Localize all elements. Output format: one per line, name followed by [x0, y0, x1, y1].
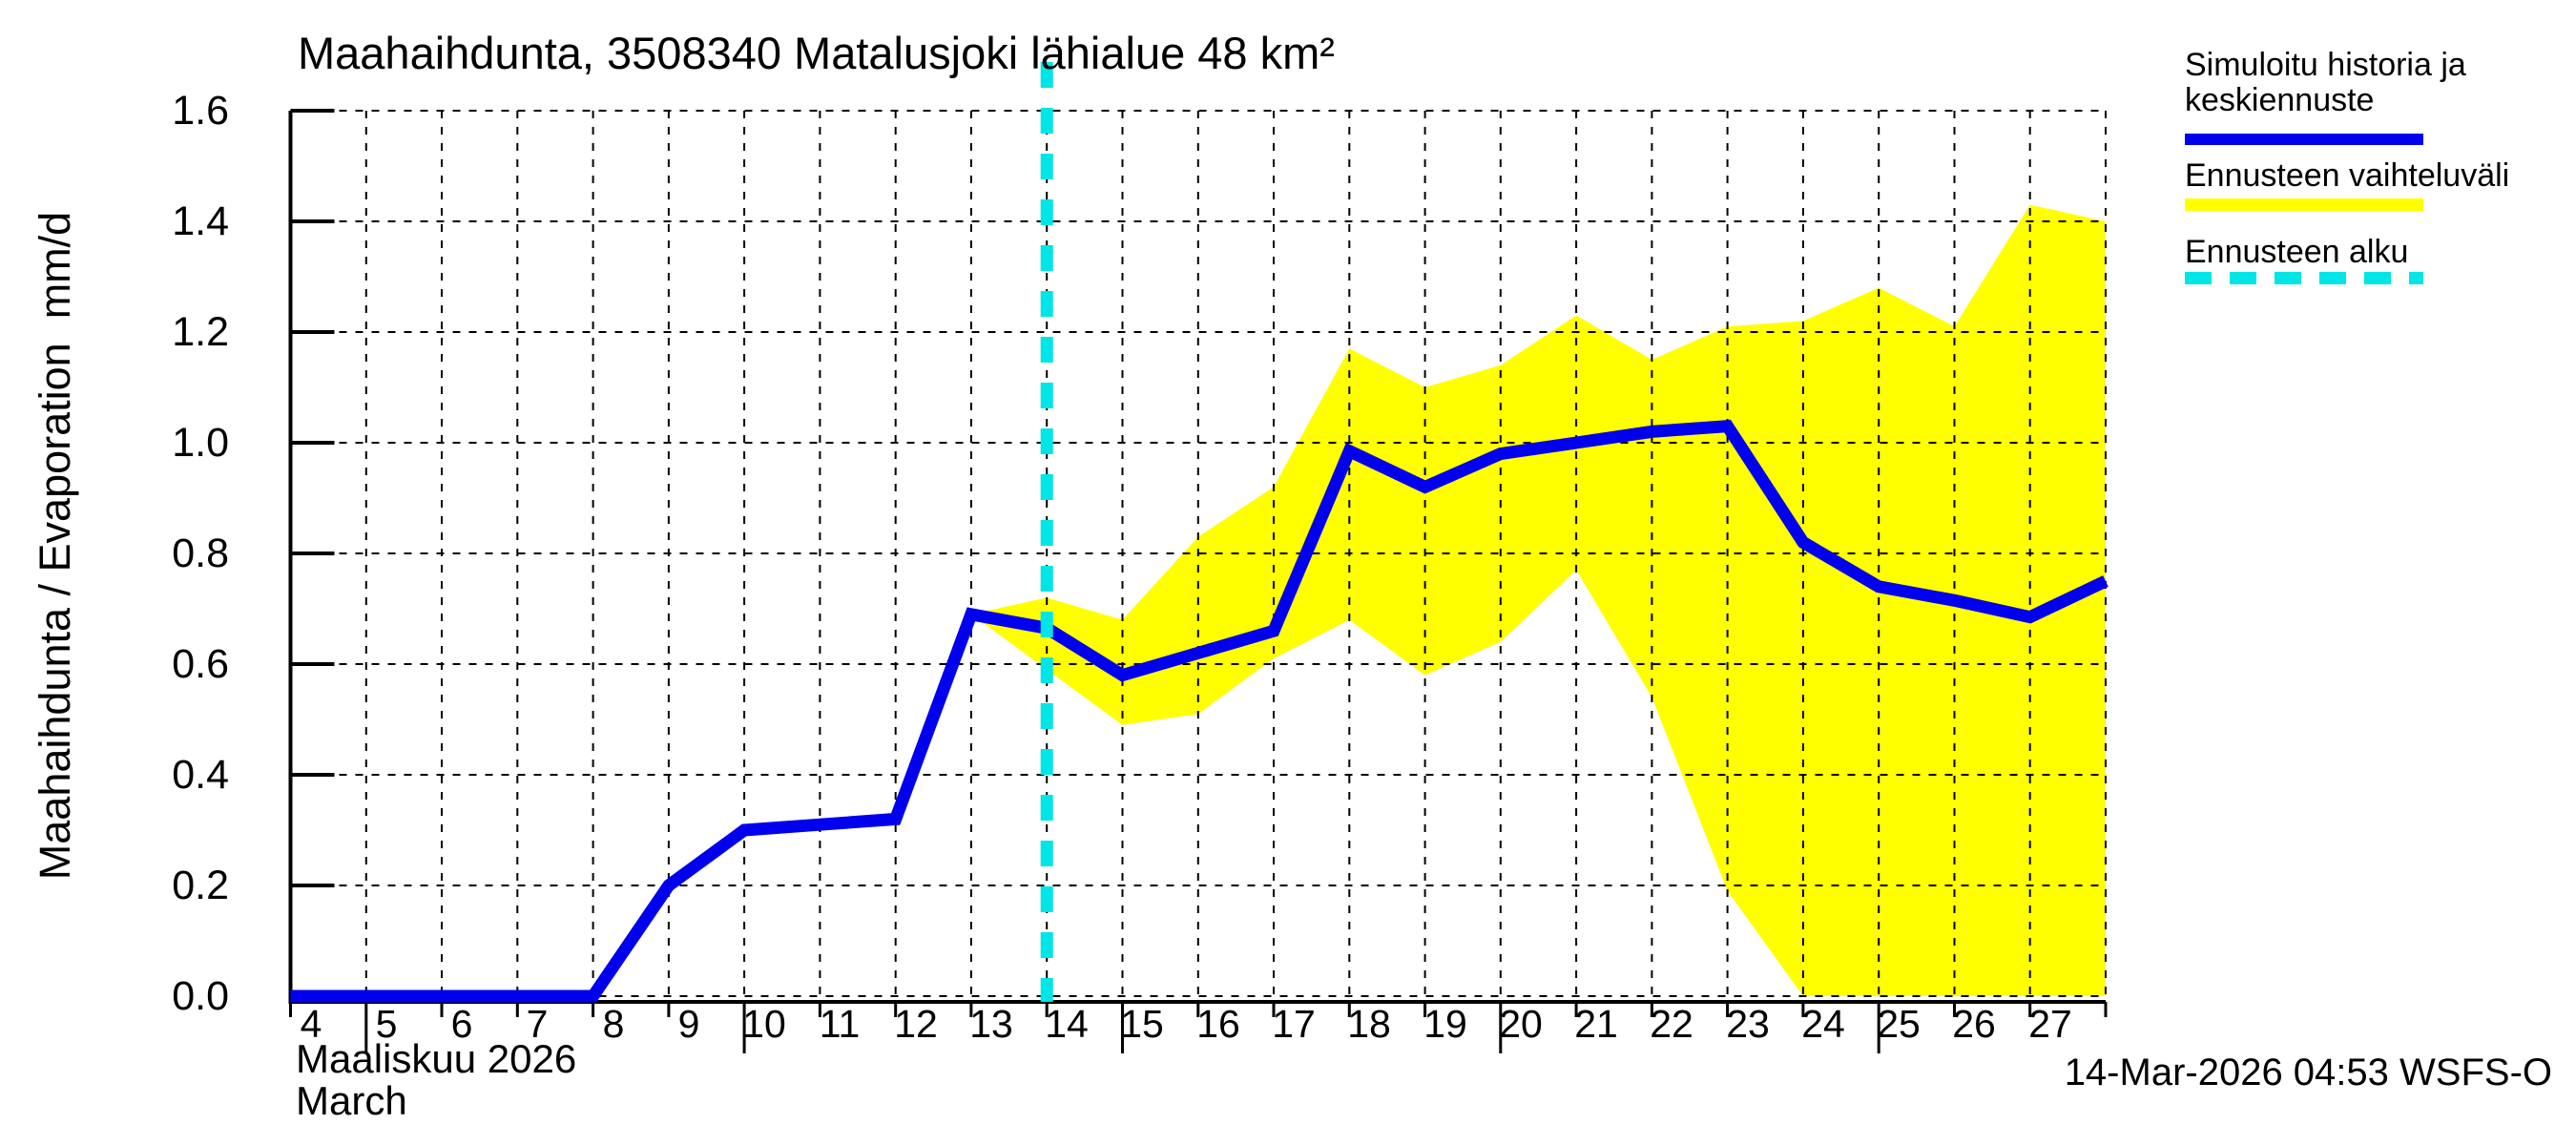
- y-tick-label: 1.0: [172, 420, 229, 466]
- x-tick-label: 17: [1272, 1002, 1316, 1046]
- y-tick-label: 1.4: [172, 198, 229, 244]
- legend: Simuloitu historia ja keskiennuste Ennus…: [2185, 0, 2566, 296]
- legend-label-forecast-start: Ennusteen alku: [2185, 234, 2409, 270]
- x-axis-title-en: March: [296, 1078, 407, 1123]
- x-tick-label: 13: [969, 1002, 1013, 1046]
- simulated-history-line: [290, 419, 2109, 1003]
- x-tick-label: 27: [2028, 1002, 2072, 1046]
- x-tick-label: 5: [376, 1002, 398, 1046]
- x-tick-label: 18: [1347, 1002, 1391, 1046]
- x-tick-label: 10: [742, 1002, 786, 1046]
- x-tick-label: 14: [1045, 1002, 1089, 1046]
- x-tick-label: 12: [894, 1002, 938, 1046]
- x-tick-label: 21: [1574, 1002, 1618, 1046]
- x-tick-label: 9: [678, 1002, 700, 1046]
- x-tick-label: 4: [301, 1002, 322, 1046]
- legend-swatch-band: [2185, 198, 2423, 211]
- legend-label-forecast-range: Ennusteen vaihteluväli: [2185, 157, 2510, 194]
- x-tick-label: 19: [1423, 1002, 1467, 1046]
- x-tick-label: 6: [451, 1002, 473, 1046]
- x-tick-label: 25: [1877, 1002, 1921, 1046]
- y-tick-label: 1.2: [172, 309, 229, 355]
- x-tick-label: 24: [1801, 1002, 1845, 1046]
- x-tick-label: 20: [1499, 1002, 1543, 1046]
- x-tick-label: 8: [603, 1002, 625, 1046]
- footer-timestamp: 14-Mar-2026 04:53 WSFS-O: [2064, 1051, 2552, 1093]
- x-tick-label: 23: [1726, 1002, 1770, 1046]
- x-tick-label: 15: [1120, 1002, 1164, 1046]
- legend-swatch-line: [2185, 134, 2423, 145]
- y-tick-label: 0.6: [172, 641, 229, 687]
- y-tick-label: 0.4: [172, 752, 229, 798]
- x-tick-label: 7: [527, 1002, 549, 1046]
- forecast-range-band: [970, 204, 2106, 997]
- y-tick-label: 0.0: [172, 973, 229, 1019]
- chart-title: Maahaihdunta, 3508340 Matalusjoki lähial…: [298, 28, 1335, 78]
- x-tick-label: 11: [820, 1002, 861, 1046]
- y-tick-label: 0.8: [172, 531, 229, 576]
- y-tick-label: 0.2: [172, 863, 229, 908]
- x-tick-label: 16: [1196, 1002, 1240, 1046]
- y-tick-label: 1.6: [172, 88, 229, 134]
- x-axis-title-fi: Maaliskuu 2026: [296, 1036, 577, 1081]
- x-tick-label: 22: [1650, 1002, 1693, 1046]
- legend-label-simulated-history: Simuloitu historia ja keskiennuste: [2185, 47, 2466, 118]
- x-tick-label: 26: [1952, 1002, 1996, 1046]
- y-axis-title: Maahaihdunta / Evaporation mm/d: [31, 211, 79, 881]
- legend-swatch-dashed: [2185, 272, 2423, 284]
